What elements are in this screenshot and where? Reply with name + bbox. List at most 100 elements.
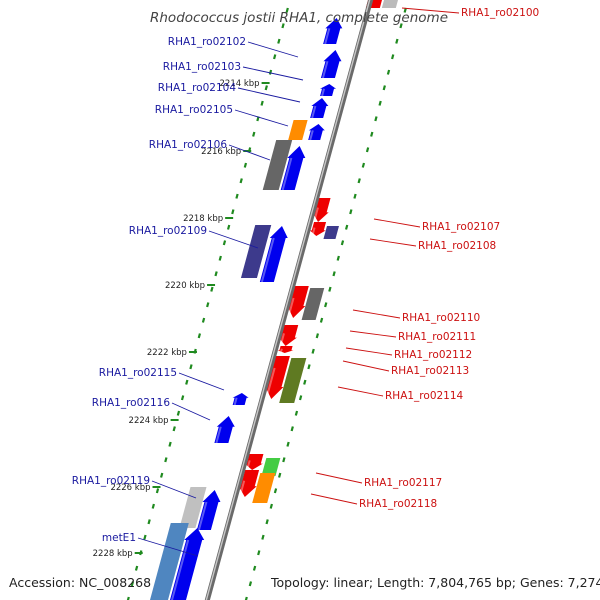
- gene-ro02117-arrow[interactable]: [238, 470, 260, 497]
- gene-ro02119-arrow[interactable]: [196, 490, 221, 530]
- kbp-tick-label: 2216 kbp: [201, 147, 241, 157]
- gene-ro02109-arrow[interactable]: [259, 226, 288, 282]
- gene-label-right[interactable]: RHA1_ro02117: [364, 477, 442, 489]
- gene-ro02103-arrow[interactable]: [320, 50, 342, 78]
- gene-ro02113-arrow[interactable]: [265, 356, 290, 399]
- gene-ro02107b-arrow[interactable]: [309, 222, 327, 236]
- right-track-dot: [336, 255, 340, 261]
- gene-metE1-arrow[interactable]: [169, 528, 205, 600]
- gene-ro02117b-arrow[interactable]: [244, 454, 264, 470]
- gene-green-1[interactable]: [261, 458, 281, 476]
- genome-title: Rhodococcus jostii RHA1, complete genome: [150, 10, 448, 26]
- gene-label-right[interactable]: RHA1_ro02114: [385, 390, 464, 402]
- left-track-dot: [168, 441, 172, 447]
- gene-label-right[interactable]: RHA1_ro02113: [391, 365, 469, 377]
- gene-ro02102-arrow-shade: [324, 28, 331, 45]
- right-label-leader: [310, 493, 358, 505]
- gene-ro02110-arrow-shade: [287, 297, 295, 319]
- gene-ro02107b-arrow-shade: [311, 227, 316, 237]
- gene-label-right[interactable]: RHA1_ro02108: [418, 240, 496, 252]
- right-track-dot: [319, 317, 324, 323]
- gene-label-right[interactable]: RHA1_ro02118: [359, 498, 437, 510]
- gene-label-right[interactable]: RHA1_ro02107: [422, 221, 500, 233]
- gene-ro02116-arrow[interactable]: [214, 416, 235, 443]
- gene-label-right[interactable]: RHA1_ro02111: [398, 331, 476, 343]
- right-label-leader: [352, 309, 401, 319]
- gene-purple-1[interactable]: [240, 225, 272, 278]
- gene-label-left[interactable]: RHA1_ro02102: [168, 36, 246, 48]
- left-track-dot: [126, 596, 130, 600]
- gene-ro02104-arrow[interactable]: [320, 84, 337, 96]
- gene-label-left[interactable]: RHA1_ro02106: [149, 139, 228, 151]
- left-track-dot: [277, 38, 281, 44]
- gene-gray-top[interactable]: [381, 0, 400, 8]
- gene-orange-2[interactable]: [252, 473, 276, 503]
- left-track-dot: [264, 85, 268, 91]
- left-track-dot: [164, 457, 168, 463]
- gene-orange-1[interactable]: [288, 120, 308, 140]
- right-label-leader: [401, 7, 460, 14]
- kbp-tick-label: 2218 kbp: [183, 214, 223, 224]
- right-track-dot: [357, 178, 361, 184]
- right-track-dot: [307, 364, 311, 370]
- gene-label-right[interactable]: RHA1_ro02110: [402, 312, 480, 324]
- gene-ro02105-arrow[interactable]: [308, 124, 325, 140]
- gene-label-left[interactable]: RHA1_ro02116: [92, 397, 171, 409]
- right-track-dot: [269, 503, 273, 509]
- right-track-dot: [395, 38, 399, 44]
- right-track-dot: [303, 379, 307, 385]
- gene-gray-2[interactable]: [301, 288, 325, 320]
- gene-ro02111-arrow[interactable]: [278, 325, 299, 346]
- left-track-dot: [185, 379, 189, 385]
- right-track-dot: [328, 286, 332, 292]
- right-track-dot: [374, 116, 378, 122]
- left-track-dot: [172, 426, 176, 432]
- gene-label-left[interactable]: RHA1_ro02115: [99, 367, 177, 379]
- gene-ro02115-arrow[interactable]: [232, 393, 249, 405]
- gene-metE1-box[interactable]: [149, 523, 189, 600]
- left-track-dot: [231, 209, 235, 215]
- gene-purple-2[interactable]: [323, 226, 339, 239]
- right-track-dot: [273, 488, 278, 494]
- gene-ro02102-arrow[interactable]: [323, 18, 343, 44]
- right-track-dot: [344, 224, 349, 230]
- left-track-dot: [201, 317, 206, 323]
- gene-label-left[interactable]: RHA1_ro02103: [163, 61, 241, 73]
- left-track-dot: [214, 271, 218, 277]
- genome-backbone: [204, 0, 374, 600]
- gene-light-1[interactable]: [179, 487, 207, 528]
- gene-olive-1[interactable]: [279, 358, 307, 403]
- gene-ro02107-arrow-shade: [313, 207, 319, 223]
- gene-label-left[interactable]: metE1: [102, 532, 136, 544]
- gene-ro02106-arrow[interactable]: [280, 146, 306, 190]
- right-track-dot: [278, 472, 282, 478]
- gene-label-left[interactable]: RHA1_ro02105: [155, 104, 233, 116]
- left-track-dot: [268, 69, 273, 75]
- left-track-dot: [222, 240, 227, 246]
- right-track-dot: [378, 100, 382, 106]
- gene-ro02112-arrow[interactable]: [277, 346, 294, 353]
- gene-ro02116-arrow-shade: [215, 426, 222, 444]
- gene-label-left[interactable]: RHA1_ro02104: [158, 82, 237, 94]
- left-label-leader: [237, 87, 301, 103]
- kbp-tick-label: 2222 kbp: [147, 348, 187, 358]
- right-track-dot: [261, 534, 265, 540]
- right-track-dot: [298, 395, 303, 401]
- kbp-tick-label: 2224 kbp: [129, 416, 169, 426]
- gene-ro02105b-arrow[interactable]: [310, 98, 329, 118]
- left-track-dot: [210, 286, 214, 292]
- accession-text: Accession: NC_008268: [9, 575, 152, 590]
- gene-gray-1[interactable]: [262, 140, 293, 190]
- right-track-dot: [399, 23, 403, 29]
- right-track-dot: [361, 162, 366, 168]
- right-label-leader: [342, 360, 390, 372]
- gene-label-left[interactable]: RHA1_ro02109: [129, 225, 207, 237]
- gene-label-left[interactable]: RHA1_ro02119: [72, 475, 150, 487]
- right-label-leader: [337, 386, 384, 397]
- gene-label-right[interactable]: RHA1_ro02100: [461, 7, 539, 19]
- right-label-leader: [369, 238, 417, 247]
- right-label-leader: [315, 472, 363, 484]
- gene-label-right[interactable]: RHA1_ro02112: [394, 349, 472, 361]
- right-track-dot: [382, 85, 386, 91]
- gene-ro02117b-arrow-shade: [246, 460, 251, 471]
